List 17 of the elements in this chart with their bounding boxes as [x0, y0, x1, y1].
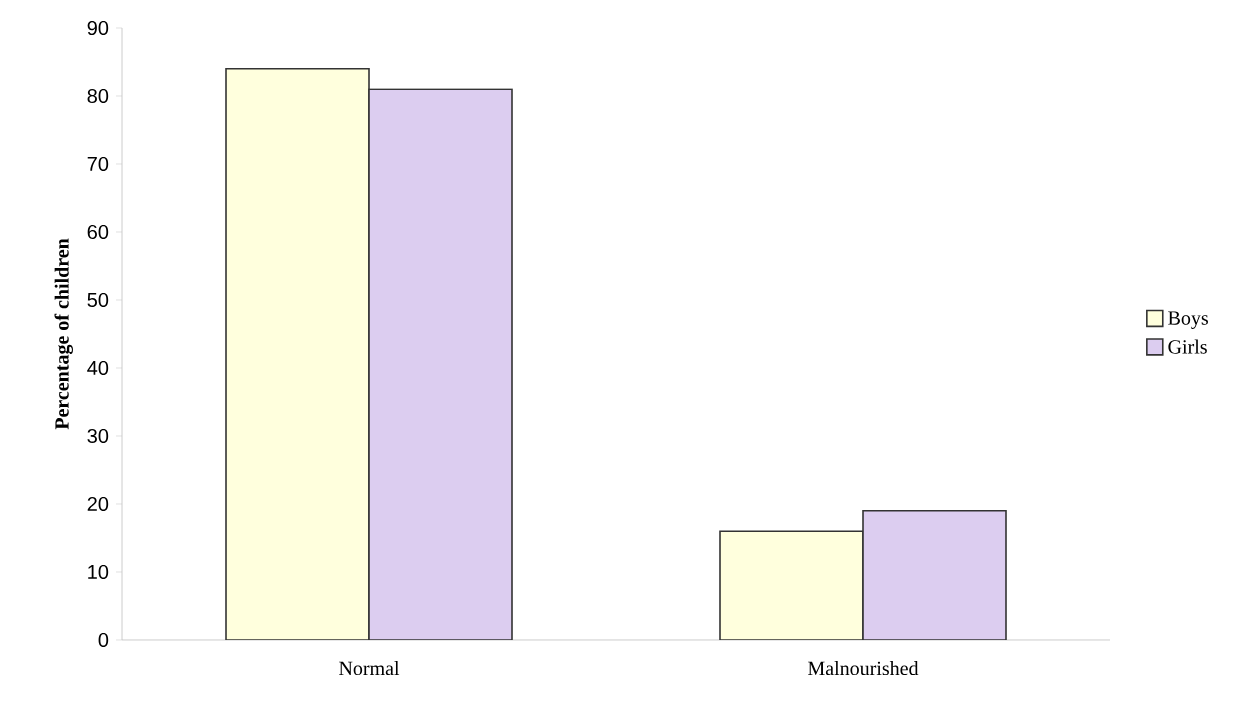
y-tick-label: 20 — [87, 496, 109, 512]
y-tick-label: 70 — [87, 156, 109, 172]
legend-label: Girls — [1168, 339, 1207, 354]
y-tick-label: 80 — [87, 88, 109, 104]
y-tick-label: 0 — [98, 632, 109, 648]
y-tick-label: 50 — [87, 292, 109, 308]
x-tick-label: Malnourished — [808, 661, 919, 676]
legend-label: Boys — [1168, 311, 1208, 329]
y-axis-title: Percentage of children — [54, 238, 73, 430]
y-tick-label: 90 — [87, 20, 109, 36]
bar — [225, 67, 370, 640]
y-tick-label: 40 — [87, 360, 109, 376]
y-tick-label: 60 — [87, 224, 109, 240]
y-tick-label: 30 — [87, 428, 109, 444]
y-tick-label: 10 — [88, 564, 109, 580]
bar — [719, 530, 864, 640]
x-tick-label: Normal — [339, 661, 400, 676]
